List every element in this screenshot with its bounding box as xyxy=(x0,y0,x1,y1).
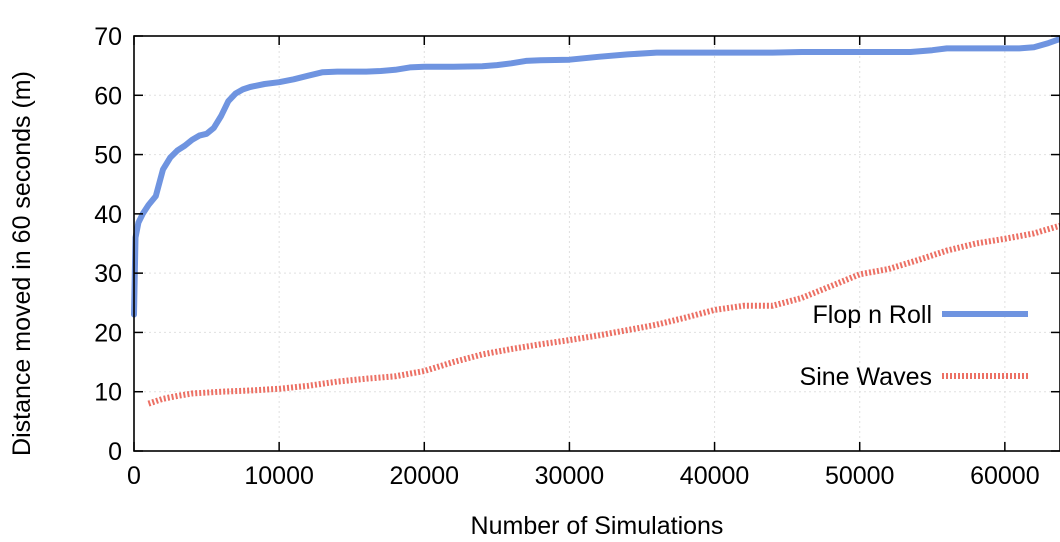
y-tick-label: 20 xyxy=(94,319,122,347)
x-tick-label: 40000 xyxy=(680,462,750,490)
x-tick-label: 20000 xyxy=(390,462,460,490)
y-tick-label: 50 xyxy=(94,142,122,170)
y-axis-title: Distance moved in 60 seconds (m) xyxy=(8,71,36,456)
series-layer xyxy=(131,36,1060,407)
series-line-flop-n-roll xyxy=(131,36,1060,318)
y-tick-label: 0 xyxy=(108,438,122,466)
ticks: 0 10 20 30 40 50 60 70 0 10000 20000 30000 40000 5000… xyxy=(94,23,1060,490)
x-tick-label: 0 xyxy=(127,462,141,490)
x-tick-label: 30000 xyxy=(535,462,605,490)
plot-frame xyxy=(133,35,1060,452)
legend-label: Sine Waves xyxy=(800,363,932,391)
y-tick-label: 10 xyxy=(94,379,122,407)
x-tick-label: 60000 xyxy=(970,462,1040,490)
x-tick-label: 50000 xyxy=(825,462,895,490)
y-tick-label: 70 xyxy=(94,23,122,51)
y-tick-label: 40 xyxy=(94,201,122,229)
y-tick-label: 30 xyxy=(94,260,122,288)
series-line-sine-waves xyxy=(147,222,1060,407)
x-axis-title: Number of Simulations xyxy=(471,512,724,540)
legend: Flop n Roll Sine Waves xyxy=(800,301,1028,391)
y-tick-label: 60 xyxy=(94,82,122,110)
x-tick-label: 10000 xyxy=(244,462,314,490)
legend-label: Flop n Roll xyxy=(813,301,933,329)
grid xyxy=(134,36,1060,451)
